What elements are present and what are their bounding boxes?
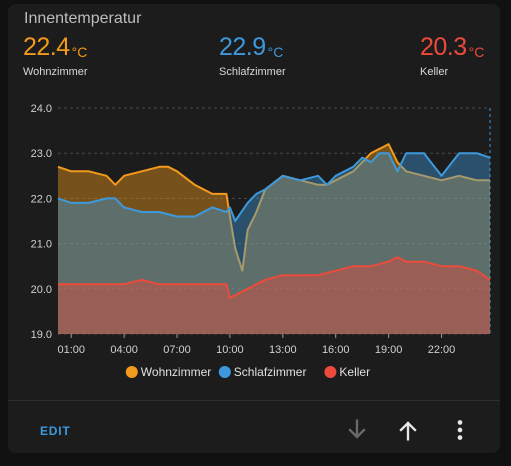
legend-swatch-schlafzimmer xyxy=(218,366,231,378)
x-tick-label: 07:00 xyxy=(163,344,191,356)
sensor-value: 22.4 xyxy=(23,33,70,61)
y-tick-label: 22.0 xyxy=(31,193,52,205)
y-tick-label: 19.0 xyxy=(31,329,52,341)
x-tick-label: 16:00 xyxy=(322,344,350,356)
sensor-unit: °C xyxy=(267,44,284,60)
y-tick-label: 20.0 xyxy=(31,284,52,296)
series-area-keller xyxy=(58,257,490,334)
legend-label-schlafzimmer: Schlafzimmer xyxy=(234,365,307,379)
sensor-name: Schlafzimmer xyxy=(219,66,286,78)
sensor-unit: °C xyxy=(71,44,88,60)
sensor-name: Wohnzimmer xyxy=(23,66,88,78)
card-title: Innentemperatur xyxy=(24,10,142,27)
history-card: Innentemperatur 22.4 °C Wohnzimmer 22.9 °C… xyxy=(8,4,500,453)
series-line-wohnzimmer xyxy=(57,143,490,272)
edit-button[interactable]: EDIT xyxy=(40,424,71,438)
arrow-up-icon[interactable] xyxy=(394,416,422,444)
x-tick-label: 04:00 xyxy=(110,344,138,356)
x-tick-label: 13:00 xyxy=(269,344,297,356)
sensor-unit: °C xyxy=(468,44,485,60)
sensor-value: 20.3 xyxy=(420,33,467,61)
y-tick-label: 23.0 xyxy=(31,148,52,160)
divider xyxy=(8,400,500,401)
series-line-schlafzimmer xyxy=(57,152,491,222)
legend-label-keller: Keller xyxy=(339,365,370,379)
series-area-wohnzimmer xyxy=(58,144,490,334)
y-tick-label: 21.0 xyxy=(31,239,52,251)
x-tick-label: 10:00 xyxy=(216,344,244,356)
y-tick-label: 24.0 xyxy=(31,103,52,115)
sensor-value: 22.9 xyxy=(219,33,266,61)
sensor-wohnzimmer[interactable]: 22.4 °C Wohnzimmer xyxy=(23,32,88,78)
sensor-name: Keller xyxy=(420,66,449,78)
sensor-schlafzimmer[interactable]: 22.9 °C Schlafzimmer xyxy=(219,32,286,78)
more-vertical-icon[interactable] xyxy=(446,416,474,444)
legend-label-wohnzimmer: Wohnzimmer xyxy=(141,365,211,379)
legend-swatch-wohnzimmer xyxy=(125,366,138,378)
series-area-schlafzimmer xyxy=(58,153,490,334)
x-tick-label: 19:00 xyxy=(375,344,403,356)
series-line-keller xyxy=(58,256,491,299)
legend-swatch-keller xyxy=(324,366,337,378)
arrow-down-icon[interactable] xyxy=(343,416,371,444)
sensor-keller[interactable]: 20.3 °C Keller xyxy=(420,32,484,78)
x-tick-label: 22:00 xyxy=(428,344,456,356)
x-tick-label: 01:00 xyxy=(57,344,85,356)
temperature-chart[interactable]: 24.0 23.0 22.0 21.0 20.0 19.0 01:00 04:00 07:00 1… xyxy=(8,4,500,396)
